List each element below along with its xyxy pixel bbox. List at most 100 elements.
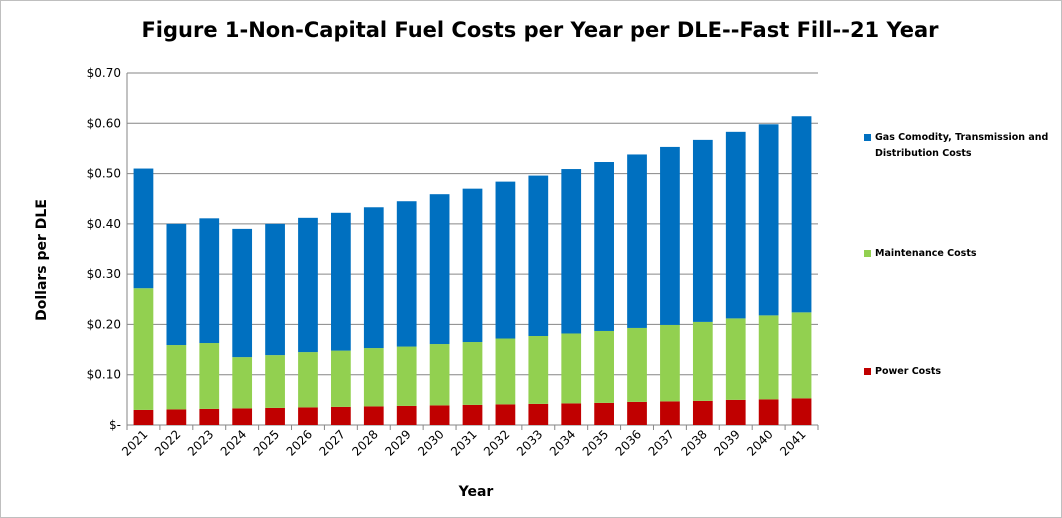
bar-segment-gas bbox=[363, 207, 384, 349]
bar-segment-power bbox=[561, 403, 582, 425]
bar-segment-maintenance bbox=[462, 342, 483, 405]
bar-segment-maintenance bbox=[396, 346, 417, 406]
bar-segment-maintenance bbox=[791, 312, 812, 399]
x-tick-label: 2041 bbox=[777, 427, 808, 458]
bar-segment-gas bbox=[462, 188, 483, 343]
bar-segment-gas bbox=[561, 169, 582, 334]
legend-label-maintenance: Maintenance Costs bbox=[875, 248, 977, 259]
bar-segment-maintenance bbox=[627, 327, 647, 402]
bar-segment-gas bbox=[166, 223, 187, 346]
x-tick-label: 2033 bbox=[514, 427, 545, 458]
bar-segment-maintenance bbox=[265, 355, 285, 408]
y-axis-title: Dollars per DLE bbox=[34, 199, 50, 321]
x-tick-label: 2038 bbox=[678, 427, 709, 458]
x-tick-label: 2023 bbox=[185, 427, 216, 458]
bar-segment-gas bbox=[331, 212, 351, 351]
bar-segment-gas bbox=[692, 139, 713, 322]
x-tick-label: 2027 bbox=[317, 427, 348, 458]
x-tick-label: 2031 bbox=[448, 427, 479, 458]
x-tick-label: 2030 bbox=[415, 427, 446, 458]
bar-segment-gas bbox=[265, 223, 285, 356]
bar-segment-power bbox=[594, 402, 614, 425]
bar-segment-maintenance bbox=[232, 357, 253, 409]
x-tick-label: 2026 bbox=[284, 427, 315, 458]
legend-label-gas: Gas Comodity, Transmission and Distribut… bbox=[875, 132, 1049, 159]
bar-segment-power bbox=[232, 408, 253, 425]
bar-segment-gas bbox=[627, 154, 647, 328]
y-tick-label: $0.70 bbox=[87, 66, 121, 80]
bar-segment-gas bbox=[232, 228, 253, 358]
bar-segment-maintenance bbox=[133, 288, 154, 410]
bar-segment-maintenance bbox=[758, 315, 779, 400]
y-tick-label: $0.60 bbox=[87, 116, 121, 130]
y-tick-label: $0.50 bbox=[87, 167, 121, 181]
bar-segment-power bbox=[363, 406, 384, 425]
bar-segment-gas bbox=[594, 162, 614, 331]
bar-segment-power bbox=[166, 409, 187, 425]
bar-segment-maintenance bbox=[331, 350, 351, 407]
x-tick-label: 2034 bbox=[547, 427, 578, 458]
bar-segment-maintenance bbox=[363, 348, 384, 407]
bar-segment-power bbox=[692, 400, 713, 425]
legend-swatch-power bbox=[864, 368, 871, 375]
bar-segment-gas bbox=[660, 146, 680, 325]
x-tick-label: 2021 bbox=[119, 427, 150, 458]
x-tick-label: 2025 bbox=[251, 427, 282, 458]
bar-segment-power bbox=[396, 405, 417, 425]
x-tick-label: 2039 bbox=[711, 427, 742, 458]
y-tick-label: $0.40 bbox=[87, 217, 121, 231]
bar-segment-power bbox=[758, 399, 779, 425]
bar-segment-gas bbox=[495, 181, 516, 339]
bar-segment-power bbox=[791, 398, 812, 425]
x-tick-label: 2035 bbox=[580, 427, 611, 458]
bar-segment-maintenance bbox=[528, 335, 549, 404]
bar-segment-power bbox=[725, 399, 746, 425]
bar-segment-power bbox=[462, 404, 483, 425]
bar-segment-gas bbox=[791, 116, 812, 313]
legend-label-power: Power Costs bbox=[875, 366, 942, 377]
bar-segment-maintenance bbox=[725, 318, 746, 400]
bar-segment-gas bbox=[396, 201, 417, 347]
bar-segment-gas bbox=[199, 218, 220, 344]
x-tick-label: 2036 bbox=[613, 427, 644, 458]
legend-swatch-gas bbox=[864, 134, 871, 141]
bar-segment-power bbox=[133, 409, 154, 425]
legend-swatch-maintenance bbox=[864, 250, 871, 257]
x-tick-label: 2028 bbox=[349, 427, 380, 458]
bar-segment-gas bbox=[758, 124, 779, 316]
bar-segment-power bbox=[265, 407, 285, 425]
y-tick-label: $0.10 bbox=[87, 368, 121, 382]
x-axis-title: Year bbox=[458, 484, 494, 500]
bar-segment-power bbox=[627, 401, 647, 425]
bar-segment-power bbox=[528, 403, 549, 425]
bar-segment-maintenance bbox=[561, 333, 582, 404]
bar-segment-maintenance bbox=[660, 324, 680, 402]
bar-segment-power bbox=[199, 408, 220, 425]
x-tick-label: 2022 bbox=[152, 427, 183, 458]
y-tick-label: $- bbox=[109, 418, 121, 432]
bar-segment-maintenance bbox=[692, 321, 713, 401]
bar-segment-maintenance bbox=[298, 352, 318, 408]
x-tick-label: 2032 bbox=[481, 427, 512, 458]
x-tick-label: 2024 bbox=[218, 427, 249, 458]
bar-segment-power bbox=[429, 405, 450, 425]
y-axis-title-wrap: Dollars per DLE bbox=[22, 180, 62, 340]
bar-segment-gas bbox=[725, 131, 746, 319]
bar-segment-power bbox=[298, 407, 318, 425]
bar-segment-maintenance bbox=[199, 343, 220, 409]
bar-segment-power bbox=[495, 404, 516, 425]
bar-segment-gas bbox=[429, 194, 450, 345]
bar-segment-maintenance bbox=[495, 338, 516, 405]
x-tick-label: 2037 bbox=[646, 427, 677, 458]
x-tick-label: 2040 bbox=[744, 427, 775, 458]
y-tick-label: $0.20 bbox=[87, 317, 121, 331]
bar-segment-gas bbox=[133, 168, 154, 289]
bar-segment-maintenance bbox=[166, 345, 187, 410]
bar-segment-maintenance bbox=[594, 330, 614, 403]
bar-segment-gas bbox=[298, 217, 318, 353]
bar-segment-maintenance bbox=[429, 344, 450, 406]
y-tick-label: $0.30 bbox=[87, 267, 121, 281]
chart-title: Figure 1-Non-Capital Fuel Costs per Year… bbox=[141, 18, 939, 42]
bar-segment-power bbox=[331, 406, 351, 425]
